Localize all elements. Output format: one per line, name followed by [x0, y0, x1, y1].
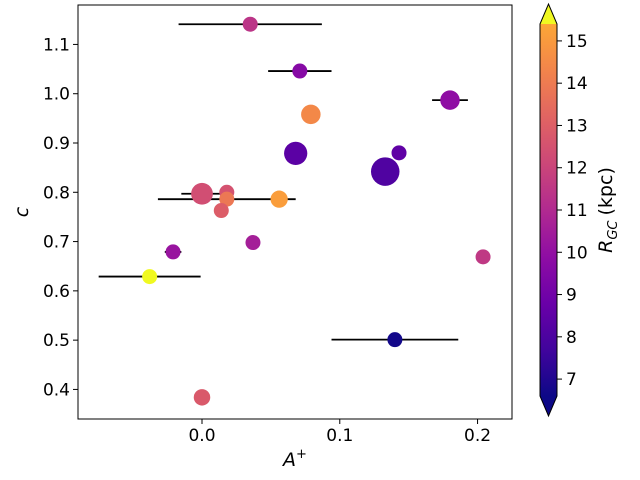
data-point	[219, 191, 235, 207]
colorbar-gradient	[540, 24, 557, 396]
y-tick-label: 0.9	[43, 134, 70, 154]
data-points	[142, 16, 491, 406]
plot-frame	[77, 4, 513, 420]
colorbar-tick-label: 14	[566, 74, 588, 94]
y-tick-label: 1.1	[43, 35, 70, 55]
colorbar-ticks: 7 8 9 10 11 12 13 14 15	[557, 32, 588, 390]
x-axis-ticks: 0.0 0.1 0.2	[188, 419, 491, 446]
x-axis-label: A+	[281, 447, 307, 471]
data-point	[165, 244, 181, 260]
data-point	[387, 332, 403, 348]
colorbar-tick-label: 8	[566, 328, 577, 348]
data-point	[284, 141, 308, 165]
y-tick-label: 0.5	[43, 331, 70, 351]
data-point	[292, 63, 308, 79]
data-point	[270, 190, 288, 208]
data-point	[191, 182, 213, 205]
data-point	[440, 90, 460, 110]
colorbar-tick-label: 10	[566, 243, 588, 263]
data-point	[475, 249, 491, 265]
y-tick-label: 0.6	[43, 282, 70, 302]
y-tick-label: 1.0	[43, 85, 70, 105]
colorbar: 7 8 9 10 11 12 13 14 15 RGC(kpc)	[539, 2, 621, 418]
x-tick-label: 0.2	[464, 426, 491, 446]
colorbar-tick-label: 13	[566, 116, 588, 136]
colorbar-tick-label: 12	[566, 159, 588, 179]
error-bars	[98, 23, 468, 341]
data-point	[193, 389, 211, 406]
colorbar-label: RGC(kpc)	[595, 167, 621, 253]
colorbar-lower-extension	[540, 396, 557, 416]
y-tick-label: 0.8	[43, 183, 70, 203]
x-tick-label: 0.1	[326, 426, 353, 446]
data-point	[142, 269, 158, 285]
y-tick-label: 0.7	[43, 233, 70, 253]
data-point	[301, 104, 321, 125]
data-point	[370, 157, 400, 186]
colorbar-tick-label: 15	[566, 32, 588, 52]
colorbar-tick-label: 11	[566, 201, 588, 221]
colorbar-tick-label: 7	[566, 370, 577, 390]
data-point	[245, 235, 261, 251]
data-point	[391, 145, 407, 161]
y-tick-label: 0.4	[43, 380, 70, 400]
colorbar-upper-extension	[540, 4, 557, 24]
y-axis-ticks: 0.4 0.5 0.6 0.7 0.8 0.9 1.0 1.1	[43, 35, 78, 400]
colorbar-outline	[539, 2, 558, 418]
x-tick-label: 0.0	[188, 426, 215, 446]
y-axis-label: c	[11, 206, 33, 217]
colorbar-tick-label: 9	[566, 286, 577, 306]
data-point	[213, 203, 229, 219]
data-point	[242, 16, 258, 32]
